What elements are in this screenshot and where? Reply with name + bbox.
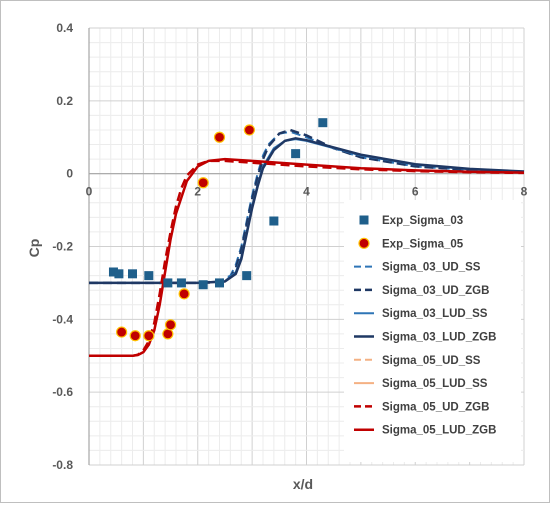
data-point-exp-sigma-05 bbox=[164, 319, 177, 331]
data-point-exp-sigma-05 bbox=[143, 330, 155, 342]
legend-label-sigma-03-lud-ss: Sigma_03_LUD_SS bbox=[382, 308, 488, 320]
data-point-exp-sigma-03 bbox=[198, 280, 208, 290]
x-tick-label: 8 bbox=[521, 185, 528, 199]
data-point-exp-sigma-05 bbox=[178, 288, 190, 300]
data-point-exp-sigma-03 bbox=[291, 149, 301, 159]
data-point-exp-sigma-05 bbox=[129, 330, 141, 342]
legend-marker-exp-sigma-05 bbox=[358, 237, 370, 249]
data-point-exp-sigma-03 bbox=[176, 278, 186, 288]
axes bbox=[88, 28, 524, 465]
data-point-exp-sigma-03 bbox=[144, 271, 154, 281]
data-point-exp-sigma-03 bbox=[114, 269, 124, 279]
legend-marker-exp-sigma-03 bbox=[359, 215, 369, 225]
x-tick-label: 6 bbox=[412, 185, 419, 199]
y-tick-label: -0.2 bbox=[52, 240, 73, 254]
data-point-exp-sigma-03 bbox=[242, 271, 252, 281]
legend-label-sigma-05-lud-zgb: Sigma_05_LUD_ZGB bbox=[382, 425, 496, 437]
legend-label-sigma-03-lud-zgb: Sigma_03_LUD_ZGB bbox=[382, 332, 496, 344]
tick-labels: 0 2 4 6 8 0.4 0.2 0 -0.2 -0.4 -0.6 -0.8 bbox=[52, 21, 527, 472]
x-tick-label: 4 bbox=[303, 185, 310, 199]
data-point-exp-sigma-03 bbox=[108, 267, 118, 277]
data-point-exp-sigma-05 bbox=[213, 131, 226, 143]
series-line-sigma-03-lud-zgb bbox=[89, 137, 525, 285]
series-line-sigma-05-ud-zgb bbox=[89, 159, 525, 358]
data-point-exp-sigma-05 bbox=[197, 177, 209, 189]
data-point-exp-sigma-03 bbox=[163, 278, 173, 288]
legend-label-sigma-03-ud-zgb: Sigma_03_UD_ZGB bbox=[382, 285, 489, 297]
legend: Exp_Sigma_03 Exp_Sigma_05 Sigma_03_UD_SS Si… bbox=[344, 200, 521, 462]
data-point-exp-sigma-05 bbox=[116, 326, 128, 338]
legend-box bbox=[344, 200, 521, 462]
x-tick-label: 0 bbox=[86, 185, 93, 199]
legend-label-sigma-05-ud-ss: Sigma_05_UD_SS bbox=[382, 355, 481, 367]
y-tick-label: 0.4 bbox=[56, 21, 73, 35]
y-tick-label: -0.8 bbox=[52, 458, 73, 472]
data-point-exp-sigma-03 bbox=[215, 278, 224, 288]
data-point-exp-sigma-03 bbox=[128, 269, 137, 279]
y-axis-title: Cp bbox=[26, 239, 42, 258]
y-tick-label: -0.6 bbox=[52, 385, 73, 399]
y-tick-label: 0 bbox=[66, 167, 73, 181]
x-axis-title: x/d bbox=[293, 476, 313, 492]
series-group bbox=[89, 118, 525, 358]
legend-label-exp-sigma-03: Exp_Sigma_03 bbox=[382, 215, 463, 227]
y-tick-label: -0.4 bbox=[52, 312, 73, 326]
data-point-exp-sigma-05 bbox=[243, 124, 256, 136]
legend-label-sigma-05-ud-zgb: Sigma_05_UD_ZGB bbox=[382, 401, 489, 413]
legend-label-exp-sigma-05: Exp_Sigma_05 bbox=[382, 238, 464, 250]
data-point-exp-sigma-03 bbox=[269, 216, 279, 226]
data-point-exp-sigma-03 bbox=[318, 118, 328, 128]
legend-label-sigma-03-ud-ss: Sigma_03_UD_SS bbox=[382, 262, 481, 274]
series-line-sigma-05-lud-zgb bbox=[89, 157, 525, 358]
x-tick-label: 2 bbox=[194, 185, 201, 199]
y-tick-label: 0.2 bbox=[56, 94, 73, 108]
data-point-exp-sigma-05 bbox=[162, 328, 174, 340]
legend-label-sigma-05-lud-ss: Sigma_05_LUD_SS bbox=[382, 378, 488, 390]
